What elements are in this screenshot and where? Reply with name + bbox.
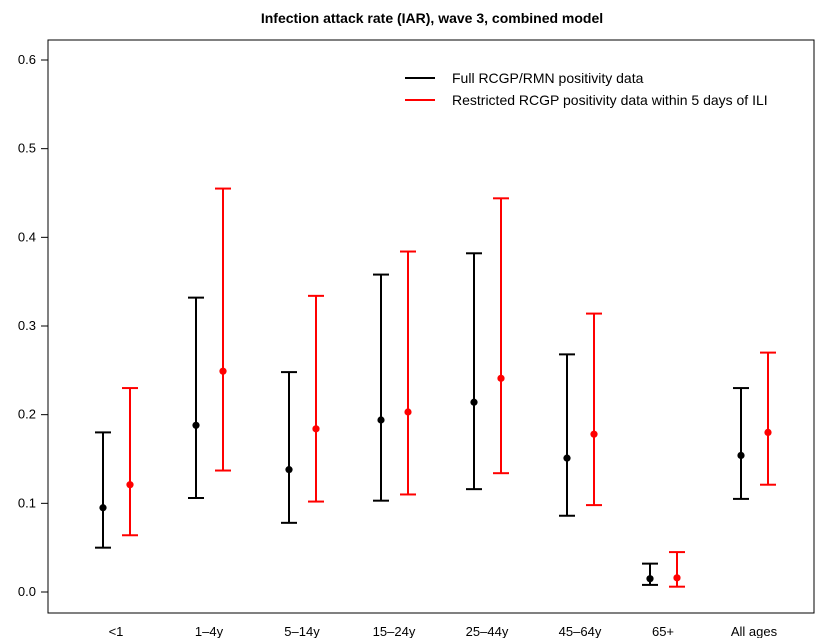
- x-tick-label: 45–64y: [559, 624, 602, 638]
- data-point: [219, 367, 227, 375]
- data-point: [646, 575, 654, 583]
- x-tick-label: 25–44y: [466, 624, 509, 638]
- y-tick-label: 0.0: [18, 584, 36, 599]
- data-point: [285, 466, 293, 474]
- plot-frame: [47, 39, 815, 614]
- data-point: [377, 416, 385, 424]
- x-tick-label: 1–4y: [195, 624, 224, 638]
- data-point: [563, 454, 571, 462]
- data-point: [737, 451, 745, 460]
- data-point: [590, 430, 598, 438]
- y-tick-label: 0.2: [18, 407, 36, 422]
- y-axis: 0.0 0.1 0.2 0.3 0.4 0.5 0.6: [18, 52, 48, 599]
- data-point: [497, 374, 505, 382]
- legend-label: Restricted RCGP positivity data within 5…: [452, 92, 768, 108]
- x-tick-label: 5–14y: [284, 624, 320, 638]
- data-point: [764, 428, 772, 436]
- chart-marks: [95, 187, 776, 588]
- chart-title: Infection attack rate (IAR), wave 3, com…: [261, 10, 603, 26]
- data-point: [312, 425, 320, 433]
- data-point: [404, 408, 412, 416]
- series-2: [122, 187, 776, 588]
- x-tick-label: 65+: [652, 624, 674, 638]
- x-axis: <1 1–4y 5–14y 15–24y 25–44y 45–64y 65+ All ages: [109, 624, 778, 638]
- series-1: [95, 252, 749, 586]
- x-tick-label: All ages: [731, 624, 778, 638]
- legend: Full RCGP/RMN positivity data Restricted …: [405, 70, 768, 108]
- y-tick-label: 0.1: [18, 495, 36, 510]
- x-tick-label: <1: [109, 624, 124, 638]
- data-point: [126, 481, 134, 489]
- y-tick-label: 0.3: [18, 318, 36, 333]
- legend-label: Full RCGP/RMN positivity data: [452, 70, 644, 86]
- data-point: [470, 398, 478, 406]
- data-point: [99, 504, 107, 512]
- y-tick-label: 0.5: [18, 141, 36, 156]
- data-point: [192, 421, 200, 429]
- y-tick-label: 0.6: [18, 52, 36, 67]
- data-point: [673, 574, 681, 582]
- x-tick-label: 15–24y: [373, 624, 416, 638]
- y-tick-label: 0.4: [18, 229, 36, 244]
